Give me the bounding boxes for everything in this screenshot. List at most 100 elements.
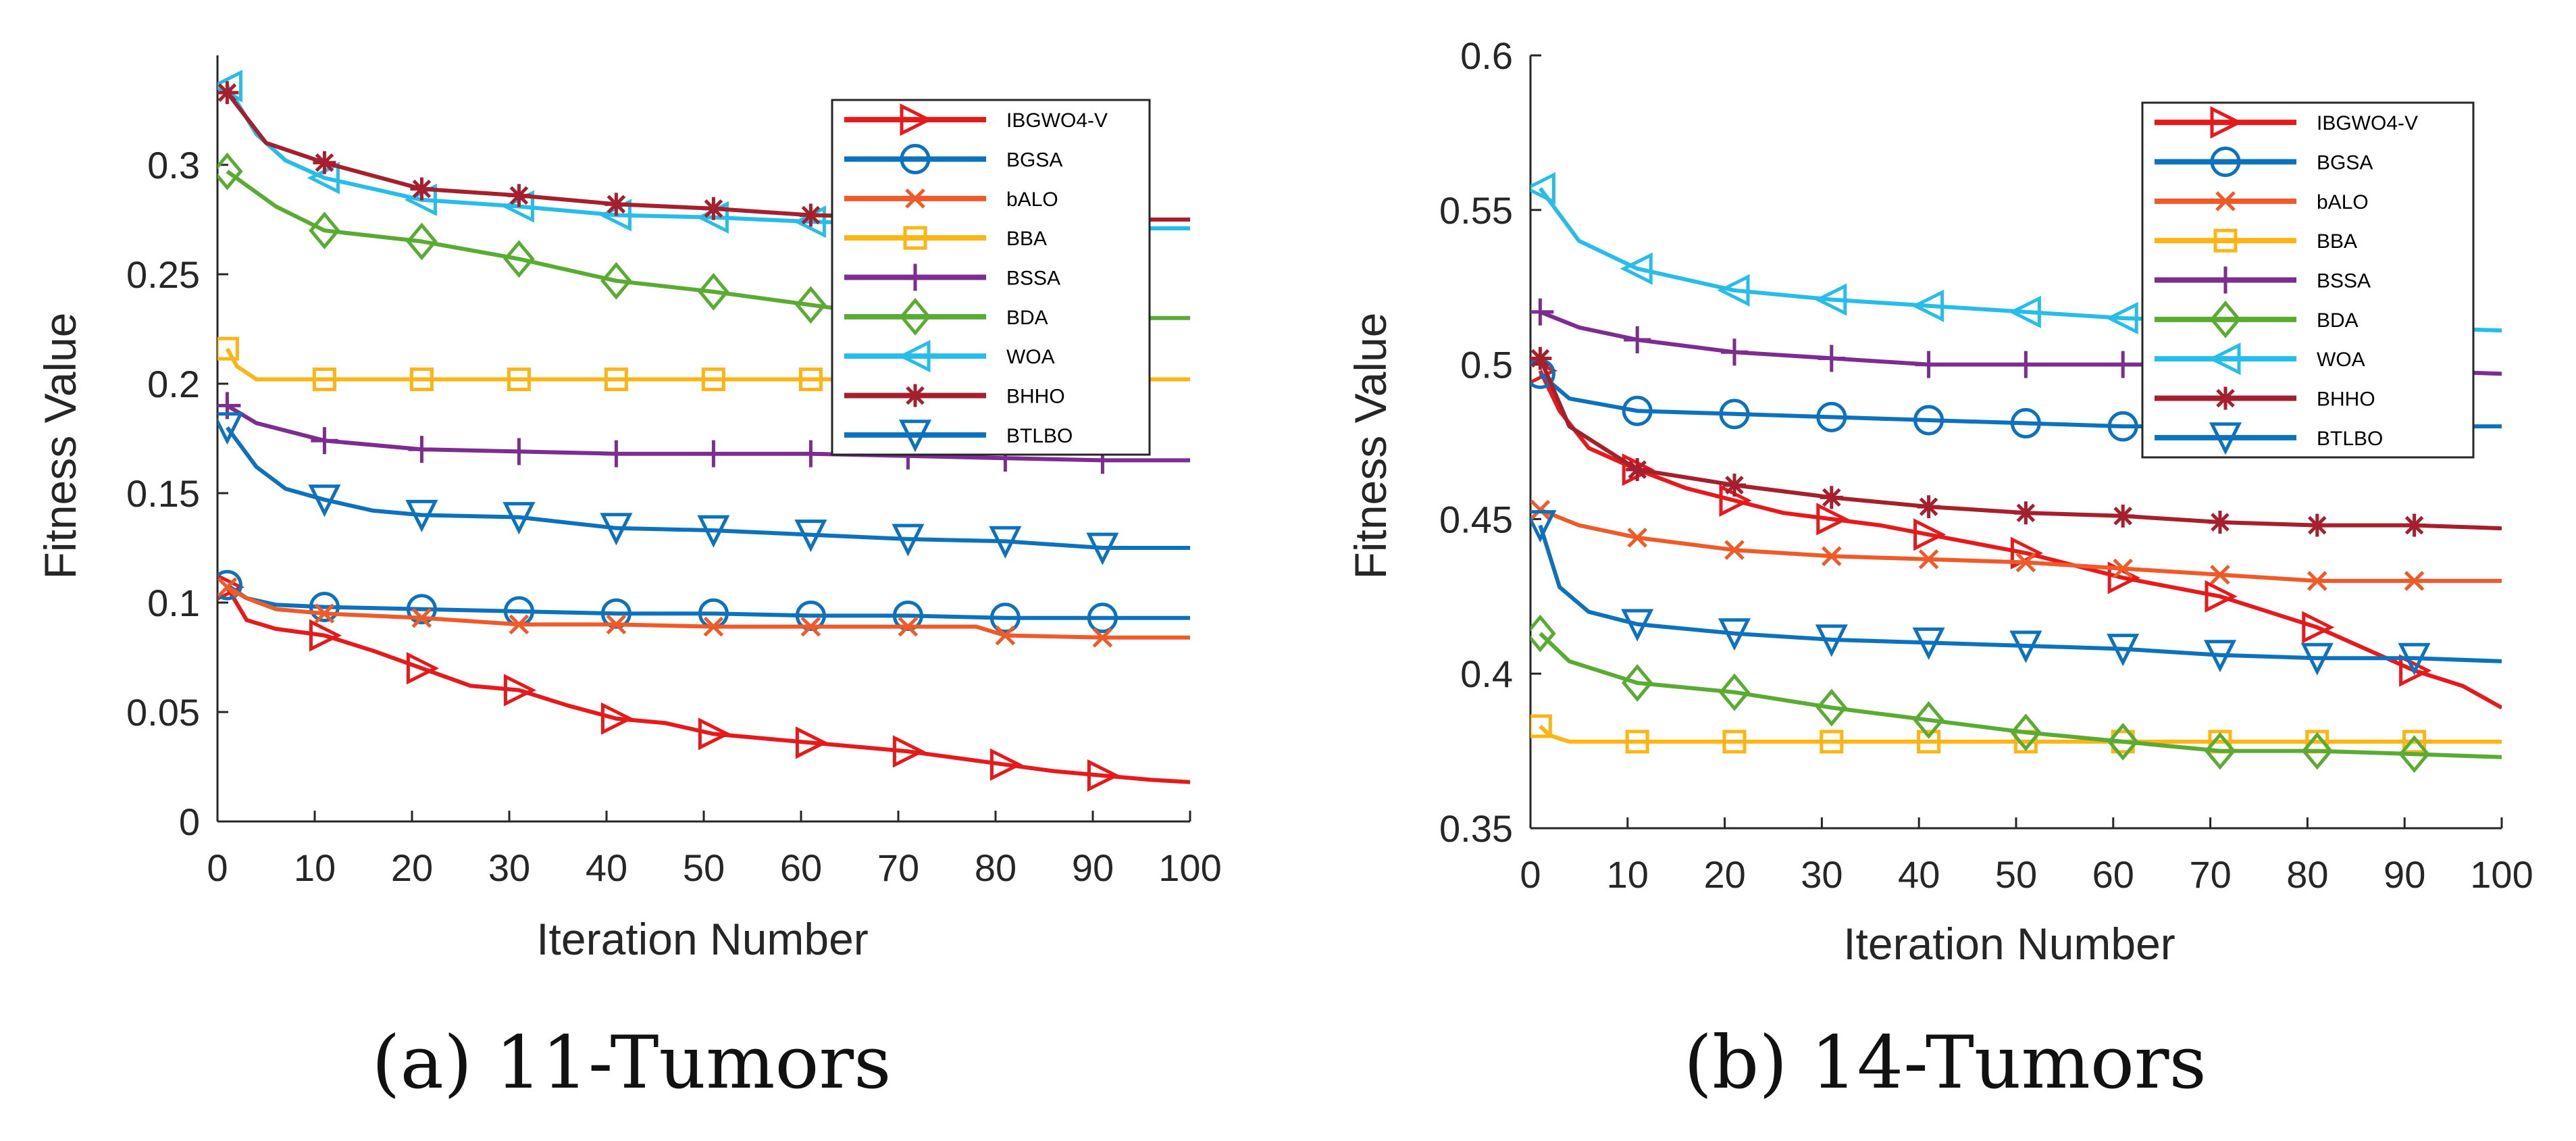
chart-a-series-ibgwo4-v-marker	[892, 735, 925, 768]
chart-a-legend-entry-marker	[904, 384, 927, 407]
chart-a-legend-entry: BTLBO	[844, 420, 1073, 453]
chart-a-x-tick-label: 40	[586, 846, 627, 889]
chart-b-series-bssa-marker	[2012, 351, 2040, 378]
chart-a-series-bda-marker	[600, 261, 632, 300]
chart-a-series-btlbo-marker	[503, 502, 536, 535]
chart-b-x-tick-label: 10	[1607, 853, 1649, 896]
chart-b-series-ibgwo4-v-marker	[2205, 580, 2238, 613]
chart-a-series-balo-marker	[509, 614, 530, 635]
chart-b-series-bhho-marker	[2111, 504, 2135, 528]
chart-a-series-bhho-marker	[702, 197, 725, 220]
chart-b-series-bhho-marker	[1530, 347, 1552, 370]
chart-b-y-axis-label: Fitness Value	[1345, 313, 1395, 580]
chart-b-series-balo-marker	[1627, 528, 1647, 548]
chart-a-series-balo-marker	[606, 614, 627, 635]
chart-a-series-bhho-marker	[604, 193, 628, 216]
chart-b-legend-entry-label: IBGWO4-V	[2317, 112, 2418, 134]
chart-b-series-bgsa-marker	[2107, 411, 2138, 442]
chart-a-legend-entry-label: BSSA	[1006, 268, 1060, 290]
chart-a-y-tick-label: 0.3	[147, 144, 200, 186]
chart-b-series-balo-marker	[2307, 571, 2327, 591]
chart-b-legend-entry-label: BHHO	[2317, 388, 2375, 411]
chart-b-series-ibgwo4-v-marker	[2107, 561, 2140, 594]
chart-a-series-bssa-marker	[408, 436, 436, 463]
chart-b-legend-entry-label: WOA	[2317, 349, 2365, 371]
chart-a-series-bgsa-marker	[217, 569, 242, 601]
chart-a-x-tick-label: 10	[294, 846, 336, 889]
chart-a-series-btlbo-marker	[308, 484, 341, 517]
chart-a-series-bhho-marker	[799, 203, 823, 227]
chart-a-series-btlbo-marker	[697, 515, 730, 548]
chart-b-series-ibgwo4-v-marker	[2399, 654, 2432, 687]
chart-b-series-ibgwo4-v-marker	[2302, 611, 2335, 644]
chart-b-x-tick-label: 70	[2189, 853, 2231, 896]
chart-a-legend-entry-marker	[900, 103, 933, 136]
chart-a-series-btlbo-marker	[405, 499, 438, 532]
chart-b-series-bda	[1530, 614, 2502, 774]
chart-b-x-tick-label: 30	[1801, 853, 1843, 896]
chart-b-y-tick-label: 0.55	[1439, 189, 1513, 232]
chart-b-series-bhho-marker	[2208, 510, 2232, 534]
chart-b-series-woa-marker	[1620, 252, 1653, 285]
chart-a-series-bgsa-marker	[989, 603, 1021, 634]
chart-b-legend-entry: BBA	[2155, 228, 2357, 253]
chart-a-series-bgsa-marker	[795, 600, 826, 631]
chart-a-series-bssa-marker	[602, 440, 630, 467]
chart-b-series-btlbo-marker	[2009, 630, 2042, 663]
chart-a-y-tick-label: 0.15	[126, 472, 200, 515]
chart-b-series-bssa-marker	[1818, 345, 1845, 372]
chart-a-series-ibgwo4-v-marker	[406, 652, 439, 685]
chart-a-series-bda-marker	[309, 211, 340, 250]
chart-b-series-bda-marker	[2010, 713, 2042, 752]
chart-b-legend-entry: BSSA	[2155, 266, 2371, 294]
chart-a-series-bba-marker	[701, 367, 725, 392]
chart-b-series-balo-marker	[1724, 540, 1745, 560]
chart-a-x-tick-label: 0	[207, 846, 228, 889]
chart-b-series-balo-line	[1539, 507, 2502, 583]
chart-a-legend-entry: BSSA	[844, 263, 1060, 291]
chart-a-y-tick-label: 0	[179, 801, 200, 843]
chart-b-series-btlbo-line	[1538, 524, 2502, 663]
chart-b-legend-entry: BDA	[2155, 300, 2359, 338]
chart-a-x-tick-label: 70	[877, 846, 919, 889]
chart-a-series-balo-marker	[898, 616, 919, 637]
chart-b-series-bda-marker	[1913, 701, 1944, 739]
chart-b-legend-entry: BTLBO	[2155, 422, 2383, 455]
chart-b-series-bgsa-marker	[1913, 405, 1944, 436]
chart-a-y-tick-label: 0.25	[126, 253, 200, 296]
chart-b-series-bda-marker	[1718, 673, 1751, 711]
chart-a-series-ibgwo4-v-marker	[503, 674, 536, 707]
chart-a-series-bgsa-marker	[600, 598, 632, 629]
chart-b-x-tick-label: 0	[1520, 853, 1541, 896]
chart-a-legend-entry-label: IBGWO4-V	[1006, 109, 1108, 132]
chart-b-legend-entry-label: BDA	[2317, 309, 2359, 332]
chart-a-series-btlbo-marker	[217, 412, 244, 445]
chart-b-series-woa-marker	[1911, 289, 1944, 322]
chart-b-series-btlbo-marker	[2300, 642, 2334, 676]
chart-a-legend-entry: BBA	[844, 226, 1047, 250]
chart-a-series-ibgwo4-v-marker	[600, 702, 634, 735]
chart-b-series-bba-marker	[1625, 730, 1649, 754]
chart-b-series-balo-marker	[2404, 571, 2425, 591]
chart-b-legend-entry: BGSA	[2155, 147, 2373, 177]
chart-a-series-balo-marker	[217, 577, 238, 598]
chart-b-x-tick-label: 40	[1898, 853, 1940, 896]
chart-a-x-tick-label: 50	[683, 846, 725, 889]
chart-a-series-bhho-marker	[313, 151, 336, 174]
chart-a-legend-entry-label: WOA	[1006, 346, 1055, 368]
chart-b-series-btlbo-marker	[2107, 634, 2140, 667]
chart-a-series-balo-line	[226, 585, 1190, 640]
chart-b-series-ibgwo4-v-marker	[1913, 518, 1947, 551]
chart-a-series-bgsa-marker	[1087, 603, 1118, 634]
chart-a-series-bda-marker	[406, 222, 438, 261]
chart-a-legend-entry-marker	[905, 188, 925, 209]
chart-b-series-bhho-marker	[1722, 474, 1746, 497]
chart-a-legend-entry-marker	[903, 226, 927, 250]
chart-a-series-btlbo-marker	[600, 513, 633, 546]
chart-a-series-balo-marker	[1092, 628, 1113, 648]
chart-a-series-btlbo-line	[225, 426, 1190, 550]
chart-a-y-axis-label: Fitness Value	[35, 313, 85, 580]
chart-b-series-bba-marker	[1917, 730, 1941, 754]
chart-a-series-balo-marker	[800, 616, 821, 637]
